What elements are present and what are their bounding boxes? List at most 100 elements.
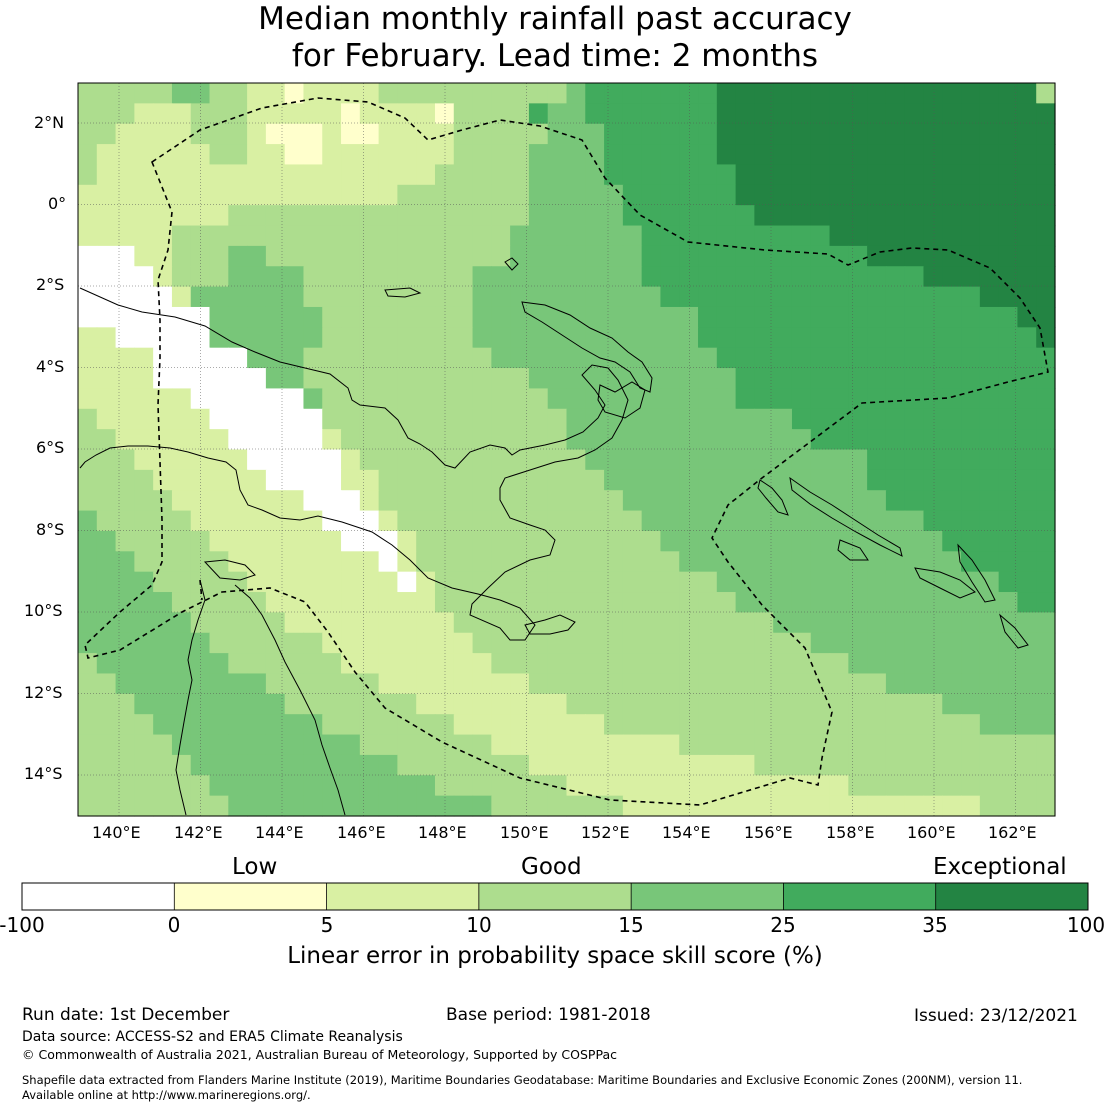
- skill-cell: [923, 306, 943, 328]
- skill-cell: [904, 306, 925, 328]
- skill-cell: [735, 592, 755, 613]
- skill-cell: [810, 775, 831, 797]
- skill-cell: [885, 123, 906, 145]
- skill-cell: [78, 347, 98, 369]
- skill-cell: [961, 775, 981, 797]
- skill-cell: [679, 693, 699, 715]
- skill-cell: [453, 510, 474, 532]
- skill-cell: [810, 612, 831, 634]
- skill-cell: [829, 225, 849, 247]
- skill-cell: [528, 775, 549, 797]
- skill-cell: [791, 123, 812, 145]
- skill-cell: [134, 266, 154, 288]
- skill-cell: [397, 449, 417, 471]
- skill-cell: [247, 612, 267, 634]
- skill-cell: [134, 612, 154, 634]
- skill-cell: [284, 83, 305, 104]
- skill-cell: [791, 653, 812, 675]
- skill-cell: [867, 592, 887, 613]
- skill-cell: [961, 164, 981, 186]
- skill-cell: [979, 245, 1000, 267]
- skill-cell: [284, 408, 305, 430]
- skill-cell: [265, 347, 286, 369]
- skill-cell: [698, 144, 718, 166]
- skill-cell: [660, 775, 680, 797]
- skill-cell: [904, 103, 925, 125]
- skill-cell: [115, 673, 135, 695]
- skill-cell: [247, 388, 267, 410]
- skill-cell: [190, 245, 211, 267]
- skill-cell: [416, 266, 436, 288]
- skill-cell: [359, 144, 380, 166]
- skill-cell: [716, 775, 737, 797]
- skill-cell: [961, 184, 981, 206]
- skill-cell: [491, 408, 511, 430]
- skill-cell: [885, 775, 906, 797]
- skill-cell: [961, 551, 981, 573]
- skill-cell: [190, 327, 211, 349]
- skill-cell: [885, 83, 906, 104]
- skill-cell: [134, 144, 154, 166]
- skill-cell: [78, 571, 98, 593]
- skill-cell: [660, 83, 680, 104]
- skill-cell: [322, 775, 342, 797]
- skill-cell: [604, 286, 624, 308]
- skill-cell: [923, 592, 943, 613]
- skill-cell: [773, 734, 793, 756]
- skill-cell: [622, 490, 643, 512]
- skill-cell: [979, 164, 1000, 186]
- skill-cell: [115, 632, 135, 654]
- skill-cell: [453, 368, 474, 390]
- skill-cell: [735, 693, 755, 715]
- skill-cell: [641, 327, 662, 349]
- skill-cell: [322, 632, 342, 654]
- skill-cell: [885, 490, 906, 512]
- skill-cell: [284, 632, 305, 654]
- skill-cell: [378, 714, 399, 736]
- skill-cell: [171, 754, 192, 776]
- skill-cell: [716, 368, 737, 390]
- skill-cell: [115, 266, 135, 288]
- skill-cell: [78, 775, 98, 797]
- skill-cell: [341, 429, 361, 451]
- skill-cell: [453, 408, 474, 430]
- skill-cell: [979, 714, 1000, 736]
- skill-cell: [115, 245, 135, 267]
- skill-cell: [585, 164, 605, 186]
- skill-cell: [397, 103, 417, 125]
- skill-cell: [641, 449, 662, 471]
- skill-cell: [679, 530, 699, 552]
- skill-cell: [397, 83, 417, 104]
- skill-cell: [434, 775, 455, 797]
- skill-cell: [998, 449, 1019, 471]
- skill-cell: [434, 245, 455, 267]
- skill-cell: [622, 734, 643, 756]
- skill-cell: [660, 612, 680, 634]
- skill-cell: [716, 103, 737, 125]
- skill-cell: [998, 510, 1019, 532]
- skill-cell: [322, 286, 342, 308]
- skill-cell: [397, 388, 417, 410]
- skill-cell: [322, 306, 342, 328]
- skill-cell: [698, 388, 718, 410]
- skill-cell: [961, 225, 981, 247]
- skill-cell: [791, 551, 812, 573]
- skill-cell: [566, 225, 586, 247]
- skill-cell: [491, 205, 511, 227]
- skill-cell: [491, 123, 511, 145]
- skill-cell: [641, 551, 662, 573]
- skill-cell: [791, 571, 812, 593]
- skill-cell: [265, 530, 286, 552]
- skill-cell: [585, 205, 605, 227]
- skill-cell: [735, 673, 755, 695]
- skill-cell: [265, 592, 286, 613]
- skill-cell: [510, 266, 530, 288]
- skill-cell: [434, 612, 455, 634]
- skill-cell: [998, 266, 1019, 288]
- skill-cell: [622, 673, 643, 695]
- skill-cell: [773, 286, 793, 308]
- skill-cell: [810, 551, 831, 573]
- skill-cell: [1036, 286, 1056, 308]
- skill-cell: [171, 245, 192, 267]
- skill-cell: [1017, 245, 1037, 267]
